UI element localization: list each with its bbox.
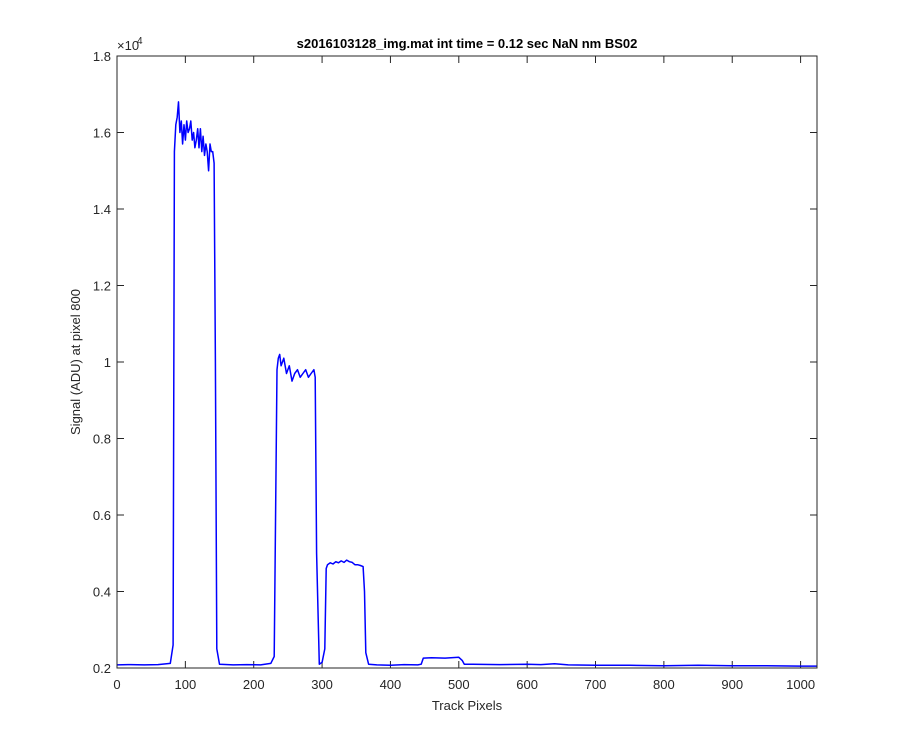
x-tick-label: 300 (311, 677, 333, 692)
y-tick-label: 0.8 (93, 432, 111, 447)
y-tick-label: 1.6 (93, 126, 111, 141)
chart-title: s2016103128_img.mat int time = 0.12 sec … (297, 36, 638, 51)
y-tick-label: 0.4 (93, 585, 111, 600)
y-axis-label: Signal (ADU) at pixel 800 (68, 289, 83, 435)
x-tick-label: 500 (448, 677, 470, 692)
y-tick-label: 1.4 (93, 202, 111, 217)
y-tick-label: 1 (104, 355, 111, 370)
y-tick-label: 1.8 (93, 49, 111, 64)
y-exponent-power: 4 (137, 36, 143, 47)
x-tick-label: 1000 (786, 677, 815, 692)
x-axis-label: Track Pixels (432, 698, 503, 713)
x-tick-label: 900 (721, 677, 743, 692)
y-exponent-base: ×10 (117, 38, 139, 53)
x-tick-label: 600 (516, 677, 538, 692)
y-axis-exponent: ×10 4 (117, 36, 143, 53)
y-tick-label: 1.2 (93, 279, 111, 294)
x-tick-label: 200 (243, 677, 265, 692)
x-tick-label: 100 (175, 677, 197, 692)
y-tick-label: 0.6 (93, 508, 111, 523)
x-tick-label: 0 (113, 677, 120, 692)
x-tick-label: 700 (585, 677, 607, 692)
x-tick-label: 400 (380, 677, 402, 692)
plot-area (117, 56, 817, 668)
x-tick-label: 800 (653, 677, 675, 692)
y-tick-label: 0.2 (93, 661, 111, 676)
